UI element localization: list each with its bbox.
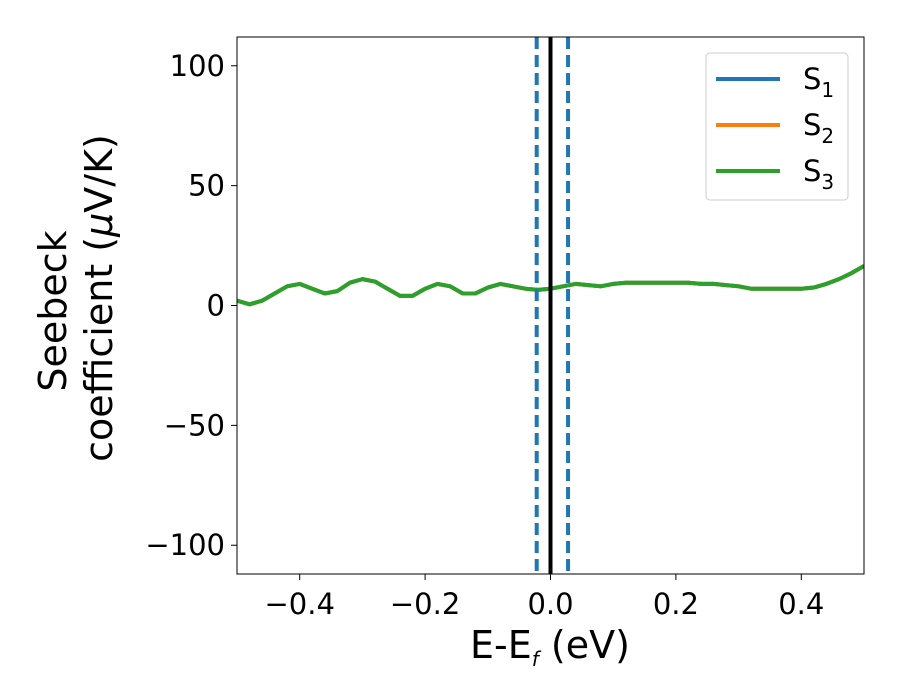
x-tick-label: 0.2 (653, 587, 699, 621)
x-tick-label: 0.4 (778, 587, 824, 621)
y-tick-label: −50 (164, 408, 225, 442)
y-axis: −100 −50 0 50 100 (145, 49, 237, 562)
x-axis-label: E-Ef (eV) (470, 623, 630, 671)
y-tick-label: 100 (170, 49, 225, 83)
x-tick-label: −0.4 (264, 587, 334, 621)
x-tick-label: −0.2 (390, 587, 460, 621)
y-axis-label-line2: coefficient (μV/K) (77, 134, 121, 462)
legend-label-s3: S3 (803, 154, 834, 194)
x-axis: −0.4 −0.2 0.0 0.2 0.4 (264, 574, 824, 621)
legend-label-s1: S1 (803, 62, 834, 102)
y-axis-label-line1: Seebeck (31, 230, 75, 391)
y-tick-label: 50 (188, 169, 225, 203)
legend-label-s2: S2 (803, 108, 834, 148)
y-axis-label: Seebeck coefficient (μV/K) (31, 134, 121, 462)
legend: S1 S2 S3 (705, 52, 849, 201)
plot-area (237, 37, 864, 574)
x-tick-label: 0.0 (527, 587, 573, 621)
y-tick-label: 0 (207, 289, 225, 323)
y-tick-label: −100 (145, 528, 225, 562)
